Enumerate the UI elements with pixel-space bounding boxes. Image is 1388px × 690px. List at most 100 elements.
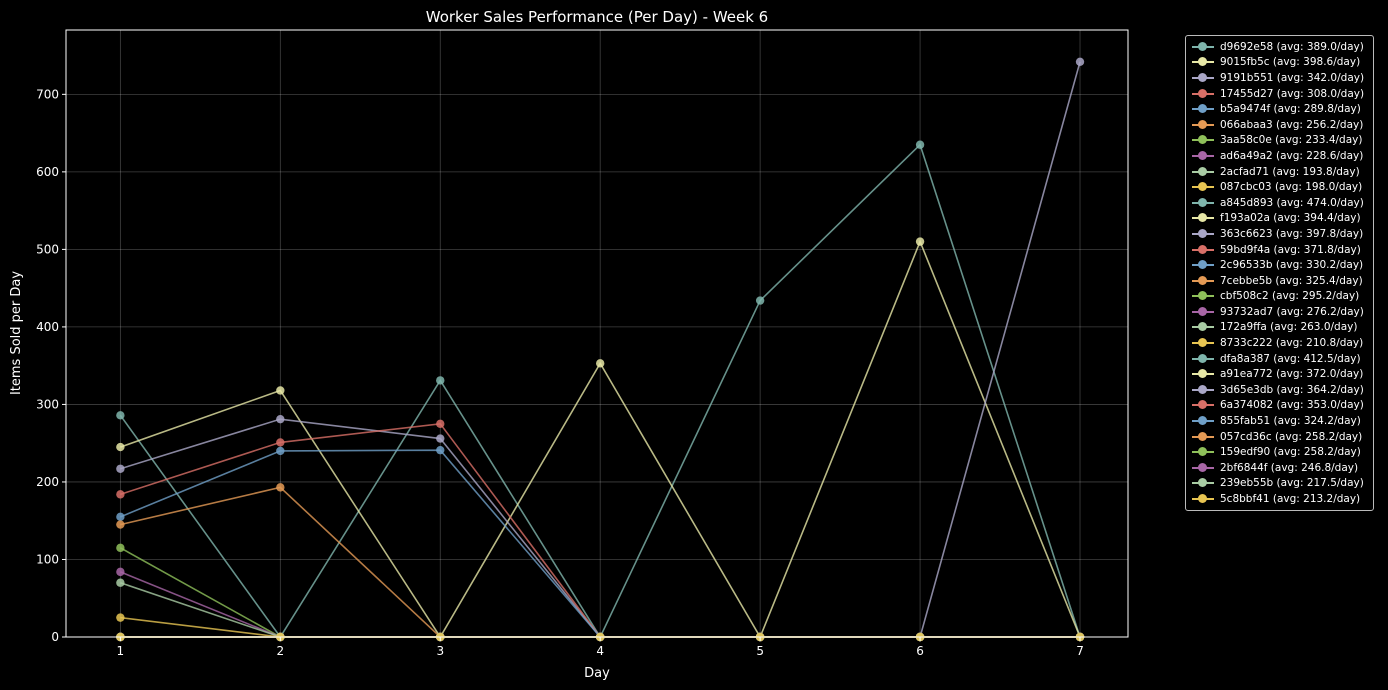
plot-frame: [65, 29, 1129, 638]
legend-swatch: [1192, 213, 1214, 223]
legend-item: dfa8a387 (avg: 412.5/day): [1192, 351, 1367, 367]
legend-label: 3aa58c0e (avg: 233.4/day): [1220, 134, 1363, 147]
legend-label: a91ea772 (avg: 372.0/day): [1220, 368, 1364, 381]
legend-swatch: [1192, 166, 1214, 177]
legend: d9692e58 (avg: 389.0/day) 9015fb5c (avg: …: [1185, 35, 1374, 511]
legend-item: 9191b551 (avg: 342.0/day): [1192, 70, 1367, 86]
legend-label: 363c6623 (avg: 397.8/day): [1220, 227, 1364, 240]
data-point: [436, 434, 445, 443]
data-point: [436, 376, 445, 385]
chart-title: Worker Sales Performance (Per Day) - Wee…: [426, 8, 768, 26]
legend-label: 855fab51 (avg: 324.2/day): [1220, 415, 1361, 428]
legend-swatch: [1192, 104, 1214, 114]
legend-swatch: [1192, 462, 1214, 473]
legend-label: 7cebbe5b (avg: 325.4/day): [1220, 274, 1363, 287]
legend-label: 087cbc03 (avg: 198.0/day): [1220, 181, 1363, 194]
data-point: [436, 445, 445, 455]
legend-item: 855fab51 (avg: 324.2/day): [1192, 413, 1367, 429]
legend-item: cbf508c2 (avg: 295.2/day): [1192, 289, 1367, 305]
x-tick-label: 1: [117, 644, 125, 658]
data-point: [116, 464, 125, 473]
legend-swatch: [1192, 41, 1214, 52]
legend-item: d9692e58 (avg: 389.0/day): [1192, 39, 1367, 55]
legend-item: 087cbc03 (avg: 198.0/day): [1192, 179, 1367, 195]
x-tick-label: 5: [756, 644, 764, 658]
data-point: [276, 414, 285, 424]
y-tick-label: 500: [36, 242, 59, 256]
legend-label: 93732ad7 (avg: 276.2/day): [1220, 305, 1364, 318]
legend-swatch: [1192, 306, 1214, 317]
data-point: [595, 359, 605, 368]
legend-swatch: [1192, 431, 1214, 442]
legend-item: 2bf6844f (avg: 246.8/day): [1192, 460, 1367, 476]
x-tick-label: 3: [436, 644, 444, 658]
data-point: [915, 140, 925, 149]
legend-swatch: [1192, 478, 1214, 488]
x-tick-label: 7: [1076, 644, 1084, 658]
data-point: [116, 512, 125, 522]
legend-label: ad6a49a2 (avg: 228.6/day): [1220, 149, 1364, 162]
legend-label: 239eb55b (avg: 217.5/day): [1220, 477, 1364, 490]
legend-label: 2bf6844f (avg: 246.8/day): [1220, 461, 1359, 474]
legend-item: 159edf90 (avg: 258.2/day): [1192, 444, 1367, 460]
legend-item: 59bd9f4a (avg: 371.8/day): [1192, 242, 1367, 258]
legend-swatch: [1192, 291, 1214, 301]
y-axis: 0 100 200 300 400 500 600 700: [36, 87, 66, 644]
legend-swatch: [1192, 447, 1214, 457]
legend-item: 2c96533b (avg: 330.2/day): [1192, 257, 1367, 273]
data-point: [755, 296, 765, 305]
legend-label: 2acfad71 (avg: 193.8/day): [1220, 165, 1360, 178]
legend-swatch: [1192, 182, 1214, 192]
legend-item: a845d893 (avg: 474.0/day): [1192, 195, 1367, 211]
legend-label: 2c96533b (avg: 330.2/day): [1220, 259, 1364, 272]
data-point: [116, 578, 125, 587]
legend-label: d9692e58 (avg: 389.0/day): [1220, 40, 1364, 53]
legend-item: 8733c222 (avg: 210.8/day): [1192, 335, 1367, 351]
legend-label: 5c8bbf41 (avg: 213.2/day): [1220, 493, 1361, 506]
data-point: [116, 442, 125, 452]
data-point: [915, 237, 925, 246]
legend-item: 066abaa3 (avg: 256.2/day): [1192, 117, 1367, 133]
data-point: [1075, 57, 1085, 66]
legend-label: 59bd9f4a (avg: 371.8/day): [1220, 243, 1361, 256]
legend-item: 9015fb5c (avg: 398.6/day): [1192, 55, 1367, 71]
legend-item: 6a374082 (avg: 353.0/day): [1192, 398, 1367, 414]
legend-item: 93732ad7 (avg: 276.2/day): [1192, 304, 1367, 320]
data-point: [116, 411, 125, 420]
y-tick-label: 0: [51, 630, 59, 644]
legend-item: 3aa58c0e (avg: 233.4/day): [1192, 133, 1367, 149]
legend-label: cbf508c2 (avg: 295.2/day): [1220, 290, 1360, 303]
legend-label: 17455d27 (avg: 308.0/day): [1220, 87, 1365, 100]
data-point: [276, 446, 285, 456]
legend-swatch: [1192, 197, 1214, 208]
legend-item: f193a02a (avg: 394.4/day): [1192, 211, 1367, 227]
legend-label: 172a9ffa (avg: 263.0/day): [1220, 321, 1358, 334]
legend-item: 5c8bbf41 (avg: 213.2/day): [1192, 491, 1367, 507]
legend-item: a91ea772 (avg: 372.0/day): [1192, 366, 1367, 382]
data-point: [116, 567, 125, 577]
legend-label: 9191b551 (avg: 342.0/day): [1220, 71, 1365, 84]
legend-item: 7cebbe5b (avg: 325.4/day): [1192, 273, 1367, 289]
y-tick-label: 200: [36, 475, 59, 489]
data-point: [116, 613, 125, 622]
data-point: [276, 438, 285, 447]
legend-label: dfa8a387 (avg: 412.5/day): [1220, 352, 1361, 365]
legend-label: 066abaa3 (avg: 256.2/day): [1220, 118, 1364, 131]
data-point: [436, 419, 445, 429]
legend-label: 6a374082 (avg: 353.0/day): [1220, 399, 1364, 412]
legend-swatch: [1192, 353, 1214, 364]
legend-item: 239eb55b (avg: 217.5/day): [1192, 476, 1367, 492]
legend-label: 8733c222 (avg: 210.8/day): [1220, 337, 1364, 350]
legend-swatch: [1192, 338, 1214, 348]
legend-item: 057cd36c (avg: 258.2/day): [1192, 429, 1367, 445]
legend-label: f193a02a (avg: 394.4/day): [1220, 212, 1361, 225]
y-tick-label: 300: [36, 397, 59, 411]
legend-swatch: [1192, 416, 1214, 426]
legend-swatch: [1192, 244, 1214, 255]
legend-swatch: [1192, 57, 1214, 67]
legend-item: ad6a49a2 (avg: 228.6/day): [1192, 148, 1367, 164]
data-point: [276, 386, 285, 395]
data-point: [116, 520, 125, 529]
y-tick-label: 400: [36, 320, 59, 334]
